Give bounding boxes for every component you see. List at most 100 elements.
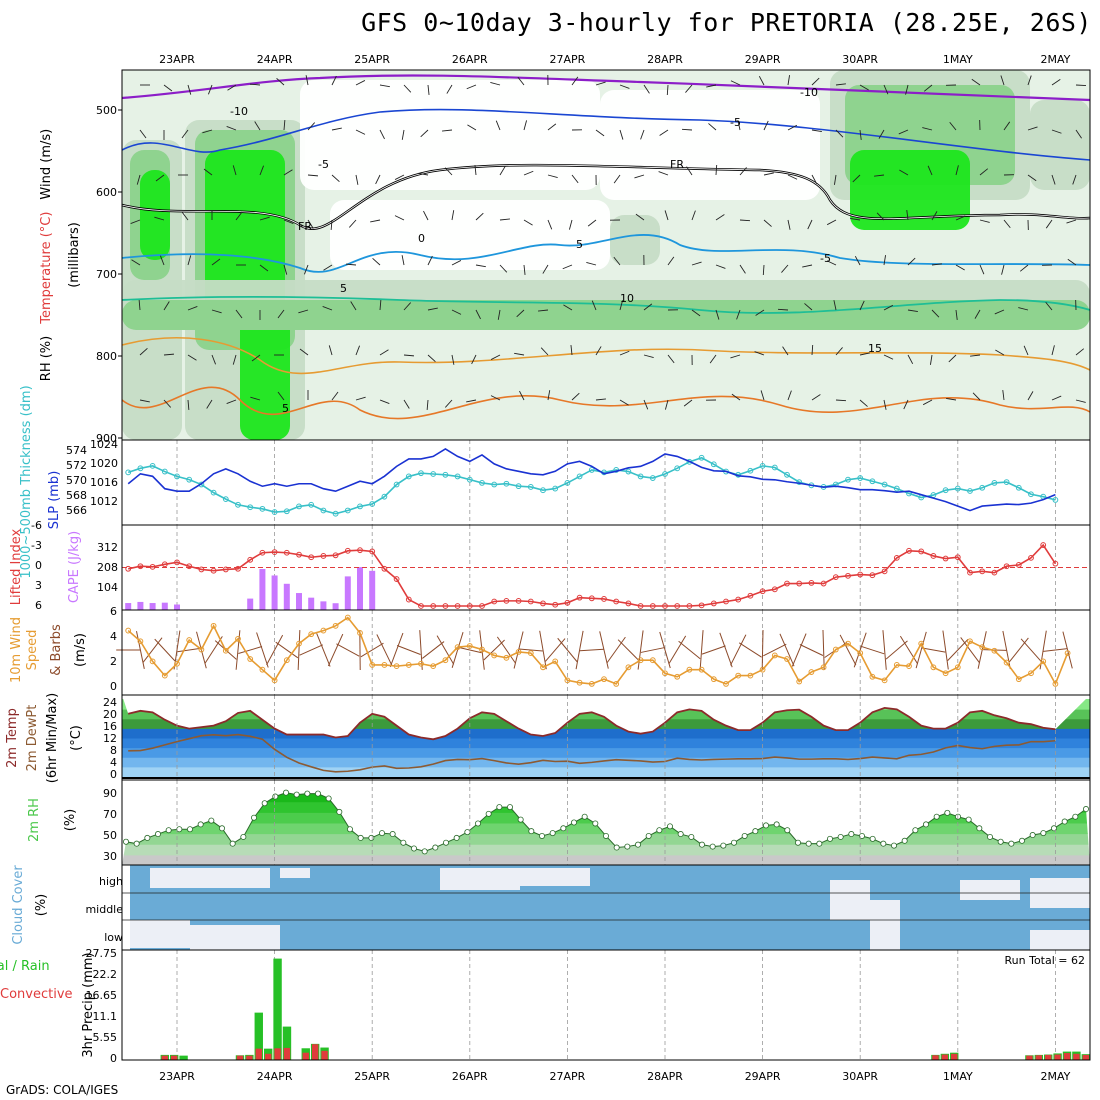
wind-speed-line-point bbox=[271, 677, 278, 684]
temp-band bbox=[122, 747, 1090, 758]
wind-barb bbox=[970, 354, 981, 357]
lifted-index-line bbox=[128, 543, 1057, 607]
wind-speed-line-point bbox=[918, 640, 925, 647]
lifted-index-line-point bbox=[637, 603, 644, 609]
wind-barb bbox=[929, 354, 933, 365]
wind-unit: (m/s) bbox=[73, 633, 88, 667]
wind-barb bbox=[283, 169, 293, 176]
rh-point bbox=[699, 841, 706, 848]
rh-tick: 90 bbox=[103, 787, 117, 800]
date-label-top: 24APR bbox=[257, 53, 293, 66]
thickness-line-point bbox=[759, 462, 766, 469]
date-label-bottom: 30APR bbox=[842, 1070, 878, 1083]
lifted-index-line-point bbox=[430, 603, 437, 609]
rh-contour-fill bbox=[850, 150, 970, 230]
wind-barb bbox=[483, 639, 505, 661]
contour-label: -10 bbox=[800, 86, 818, 99]
minmax-label-text: (6hr Min/Max) bbox=[45, 693, 60, 783]
wind-barb bbox=[163, 399, 172, 408]
wind-barb bbox=[457, 646, 482, 654]
wind-barb bbox=[345, 263, 357, 266]
thickness-line-point bbox=[369, 501, 376, 507]
wind-barb bbox=[960, 637, 980, 663]
precip-convective-bar bbox=[951, 1053, 958, 1060]
thickness-line-point bbox=[588, 467, 595, 473]
wind-barb bbox=[159, 255, 165, 266]
cloud-label-text: Cloud Cover bbox=[11, 865, 26, 945]
wind-barb bbox=[540, 347, 549, 356]
cloud-gap bbox=[150, 868, 270, 888]
wind-barb bbox=[715, 164, 718, 176]
wind-barb bbox=[906, 210, 909, 221]
pressure-panel-frame bbox=[121, 439, 1091, 526]
rh-point bbox=[603, 832, 610, 839]
rh-contour-fill bbox=[1030, 100, 1090, 190]
wind-barb bbox=[1051, 129, 1062, 134]
thickness-line-point bbox=[125, 469, 132, 476]
thickness-line-point bbox=[857, 475, 864, 481]
wind-barb bbox=[466, 84, 477, 90]
cape-label: CAPE (J/kg) bbox=[67, 531, 82, 603]
thickness-line-point bbox=[1028, 491, 1034, 498]
wind-barb bbox=[719, 632, 733, 668]
rh-point bbox=[645, 832, 652, 839]
date-label-bottom: 28APR bbox=[647, 1070, 683, 1083]
wind-tick: 6 bbox=[110, 605, 117, 618]
cape-bar bbox=[357, 567, 363, 610]
lifted-index-line-point bbox=[674, 603, 681, 609]
wind-speed-line-point bbox=[1015, 676, 1022, 683]
wind-barb bbox=[782, 346, 789, 356]
upper-label-part: Temperature (°C) bbox=[39, 212, 54, 325]
wind-barb bbox=[1051, 79, 1061, 86]
cape-bar bbox=[161, 602, 168, 610]
wind-barb bbox=[211, 258, 221, 266]
lifted-index-line-point bbox=[686, 603, 693, 609]
wind-speed-line-point bbox=[515, 649, 522, 655]
lifted-index-line-point bbox=[906, 547, 912, 554]
wind-barb bbox=[355, 396, 366, 401]
wind-barb bbox=[181, 129, 189, 139]
contour-label: 10 bbox=[620, 292, 634, 305]
wind-barb bbox=[516, 309, 525, 318]
lifted-index-line-point bbox=[832, 574, 839, 581]
rh-point bbox=[1061, 818, 1068, 825]
wind-barb bbox=[974, 309, 981, 319]
temp-band bbox=[122, 727, 1090, 739]
thickness-line-point bbox=[796, 479, 803, 485]
wind-barb bbox=[202, 129, 213, 134]
wind-barb bbox=[599, 631, 609, 669]
wind-barb bbox=[739, 219, 751, 222]
thickness-line-point bbox=[637, 473, 644, 480]
precip-convective-bar bbox=[941, 1054, 949, 1060]
rh-point bbox=[485, 810, 492, 817]
cloud-gap bbox=[960, 880, 1020, 900]
lifted-index-line-point bbox=[344, 547, 351, 554]
wind-barb bbox=[298, 309, 309, 314]
wind-barb bbox=[619, 350, 630, 356]
lifted-index-line-point bbox=[991, 569, 998, 576]
rh-contour-fill bbox=[240, 300, 290, 440]
rh-band bbox=[122, 822, 1090, 835]
wind-barb bbox=[163, 84, 173, 92]
wind-barb bbox=[586, 261, 597, 266]
lifted-index-line-point bbox=[540, 600, 546, 607]
precip-convective-bar bbox=[302, 1052, 309, 1060]
wind-barb bbox=[730, 354, 741, 359]
precip-label-total: Total / Rain bbox=[0, 959, 50, 974]
wind-barb bbox=[787, 390, 792, 401]
lifted-tick: -6 bbox=[31, 519, 42, 532]
wind-barb bbox=[211, 354, 217, 365]
wind-speed-line-point bbox=[503, 654, 510, 661]
rh-point bbox=[314, 790, 321, 797]
pressure-tick: 700 bbox=[96, 268, 117, 281]
rh-point bbox=[282, 789, 289, 796]
cloud-unit: (%) bbox=[34, 894, 49, 917]
wind-barb bbox=[811, 77, 820, 86]
cloud-gap bbox=[870, 930, 900, 950]
wind-barb bbox=[835, 347, 843, 356]
thickness-line-point bbox=[454, 473, 461, 480]
wind-speed-line-point bbox=[784, 656, 790, 662]
wind-barb bbox=[643, 303, 653, 311]
wind-barb bbox=[685, 84, 693, 93]
